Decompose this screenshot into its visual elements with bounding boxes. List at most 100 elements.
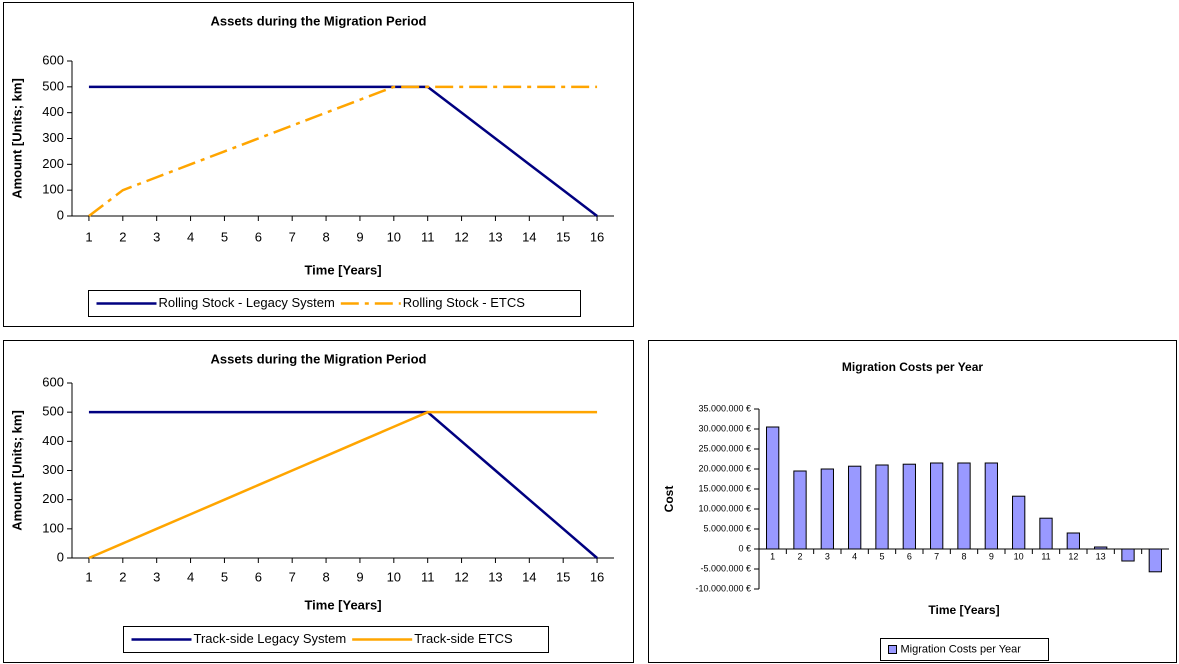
y-tick-label: 100 [42, 182, 64, 197]
x-tick-label: 9 [356, 569, 363, 584]
legend-label: Track-side Legacy System [194, 631, 347, 646]
x-tick-label: 11 [421, 569, 435, 584]
legend-box [880, 638, 1049, 661]
y-tick-label: 500 [42, 404, 64, 419]
bar [957, 462, 971, 550]
bar [1148, 548, 1162, 573]
legend-label: Rolling Stock - Legacy System [159, 295, 335, 310]
y-axis-title: Amount [Units; km] [9, 78, 24, 199]
bar [793, 470, 807, 550]
bar [848, 465, 862, 550]
bar [902, 463, 916, 550]
x-axis-title: Time [Years] [304, 262, 381, 277]
x-tick-label: 1 [85, 569, 92, 584]
x-tick-label: 2 [119, 569, 126, 584]
x-tick-label: 13 [488, 229, 502, 244]
y-tick-label: -5.000.000 € [700, 563, 751, 573]
data-line [88, 410, 598, 559]
x-tick-label: 10 [387, 229, 401, 244]
y-axis-title: Cost [662, 486, 676, 513]
x-tick-label: 1 [85, 229, 92, 244]
x-tick-label: 16 [590, 229, 604, 244]
bar [1094, 546, 1108, 550]
x-tick-label: 5 [221, 229, 228, 244]
x-tick-label: 1 [770, 551, 775, 561]
y-tick-label: 600 [42, 52, 64, 67]
data-line [88, 85, 598, 217]
y-axis-title: Amount [Units; km] [9, 410, 24, 531]
y-tick-label: 0 [57, 207, 64, 222]
y-tick-label: 200 [42, 491, 64, 506]
bar [930, 462, 944, 550]
x-tick-label: 6 [255, 569, 262, 584]
x-tick-label: 6 [255, 229, 262, 244]
legend-label: Migration Costs per Year [901, 643, 1022, 655]
bar [766, 426, 780, 550]
x-tick-label: 2 [797, 551, 802, 561]
y-tick-label: 30.000.000 € [698, 423, 751, 433]
bar [984, 462, 998, 550]
x-tick-label: 13 [488, 569, 502, 584]
x-tick-label: 11 [1041, 551, 1050, 561]
x-tick-label: 15 [556, 229, 570, 244]
chart-frame [3, 2, 634, 327]
y-tick-label: 100 [42, 520, 64, 535]
data-line [88, 410, 598, 560]
x-tick-label: 13 [1096, 551, 1106, 561]
legend-box [88, 290, 581, 317]
y-tick-label: 35.000.000 € [698, 403, 751, 413]
x-tick-label: 12 [454, 569, 468, 584]
data-line [88, 85, 598, 217]
x-tick-label: 12 [454, 229, 468, 244]
y-tick-label: 20.000.000 € [698, 463, 751, 473]
y-tick-label: 10.000.000 € [698, 503, 751, 513]
legend-swatch [888, 645, 897, 654]
x-tick-label: 7 [934, 551, 939, 561]
x-tick-label: 4 [187, 229, 194, 244]
y-tick-label: 400 [42, 433, 64, 448]
x-tick-label: 14 [522, 229, 536, 244]
x-tick-label: 9 [989, 551, 994, 561]
x-tick-label: 10 [1014, 551, 1024, 561]
x-tick-label: 4 [187, 569, 194, 584]
y-tick-label: 200 [42, 156, 64, 171]
y-tick-label: 0 € [738, 543, 751, 553]
legend-box [123, 626, 549, 653]
chart-title: Assets during the Migration Period [211, 351, 427, 366]
x-tick-label: 6 [907, 551, 912, 561]
bar [1012, 495, 1026, 550]
y-tick-label: -10.000.000 € [695, 583, 751, 593]
x-tick-label: 14 [522, 569, 536, 584]
y-tick-label: 300 [42, 130, 64, 145]
x-tick-label: 8 [322, 569, 329, 584]
x-tick-label: 7 [289, 569, 296, 584]
x-tick-label: 5 [221, 569, 228, 584]
x-tick-label: 4 [852, 551, 857, 561]
x-tick-label: 10 [387, 569, 401, 584]
y-tick-label: 25.000.000 € [698, 443, 751, 453]
bar [875, 464, 889, 550]
x-tick-label: 7 [289, 229, 296, 244]
chart-title: Migration Costs per Year [842, 360, 983, 374]
x-tick-label: 12 [1068, 551, 1078, 561]
x-tick-label: 3 [153, 569, 160, 584]
bar [1039, 517, 1053, 550]
y-tick-label: 400 [42, 104, 64, 119]
x-axis-title: Time [Years] [928, 603, 999, 617]
x-tick-label: 3 [825, 551, 830, 561]
x-tick-label: 16 [590, 569, 604, 584]
x-tick-label: 8 [961, 551, 966, 561]
y-tick-label: 500 [42, 78, 64, 93]
legend-label: Track-side ETCS [414, 631, 513, 646]
x-tick-label: 15 [556, 569, 570, 584]
bar [1066, 532, 1080, 550]
bar [1121, 548, 1135, 562]
x-axis-title: Time [Years] [304, 597, 381, 612]
bar [820, 468, 834, 550]
chart-title: Assets during the Migration Period [211, 13, 427, 28]
y-tick-label: 15.000.000 € [698, 483, 751, 493]
chart-frame [3, 340, 634, 663]
y-tick-label: 5.000.000 € [703, 523, 751, 533]
x-tick-label: 9 [356, 229, 363, 244]
x-tick-label: 5 [879, 551, 884, 561]
